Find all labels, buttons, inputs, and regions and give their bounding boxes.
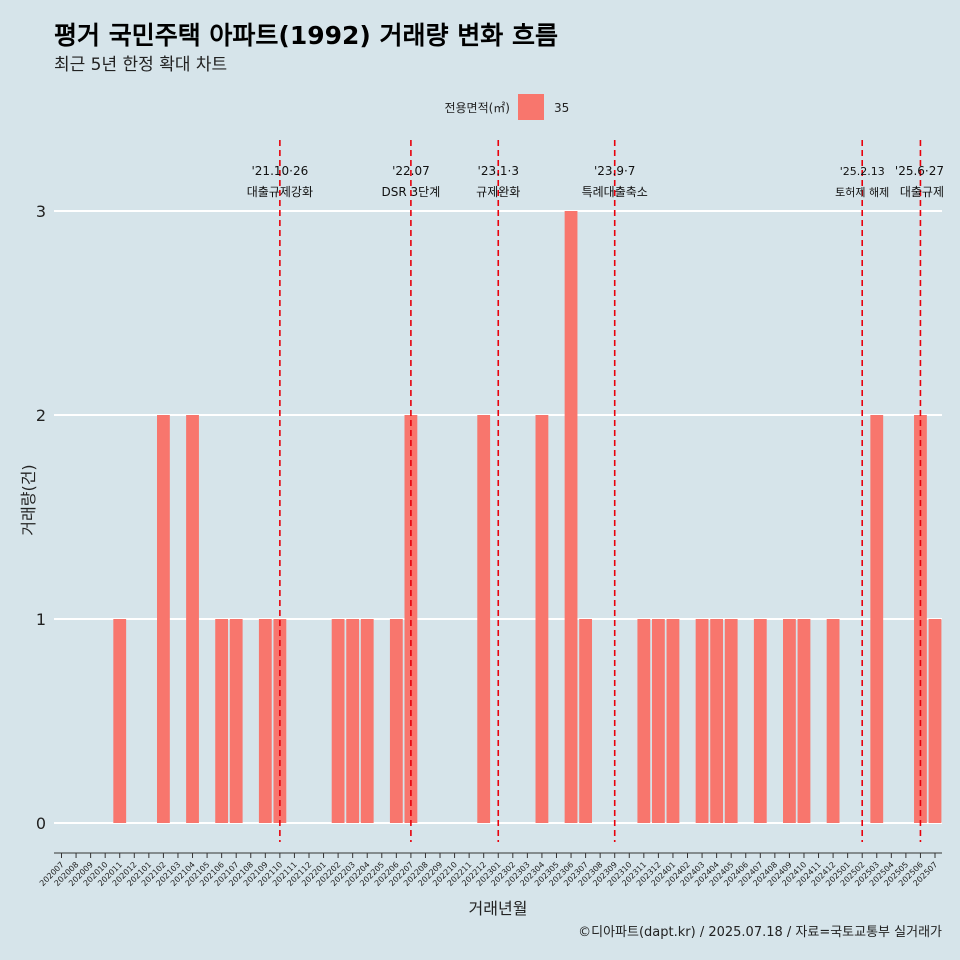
event-date: '25.6·27 (895, 164, 944, 178)
bar (783, 619, 796, 823)
bar (695, 619, 709, 823)
bar (914, 415, 927, 823)
event-date: '22.07 (392, 164, 430, 178)
bar (753, 619, 767, 823)
event-date: '23.1·3 (478, 164, 519, 178)
bar (258, 619, 272, 823)
event-label: 규제완화 (476, 185, 520, 199)
y-axis: 0 1 2 3 (36, 202, 46, 833)
bar (579, 619, 593, 823)
bar (346, 619, 360, 823)
y-tick-label: 1 (36, 610, 46, 629)
event-label: 토허제 해제 (835, 185, 889, 199)
bar (826, 619, 840, 823)
x-axis: 2020072020082020092020102020112020122021… (38, 852, 942, 888)
y-tick-label: 3 (36, 202, 46, 221)
bar (215, 619, 229, 823)
y-tick-label: 0 (36, 814, 46, 833)
annotations: '21.10·26 대출규제강화 '22.07 DSR 3단계 '23.1·3 규제완화 '… (247, 140, 944, 842)
legend: 전용면적(㎡) 35 (444, 94, 569, 120)
bar (186, 415, 199, 823)
y-axis-title: 거래량(건) (19, 464, 38, 535)
bar (870, 415, 884, 823)
event-label: 대출규제 (900, 185, 944, 199)
bar (564, 211, 578, 823)
legend-swatch (518, 94, 544, 120)
bars (113, 211, 942, 823)
bar (331, 619, 345, 823)
bar (389, 619, 403, 823)
bar (637, 619, 651, 823)
bar (666, 619, 680, 823)
event-label: DSR 3단계 (382, 185, 441, 199)
event-date: '23.9·7 (594, 164, 635, 178)
bar (724, 619, 738, 823)
bar (157, 415, 170, 823)
bar (710, 619, 724, 823)
bar (797, 619, 811, 823)
chart-title: 평거 국민주택 아파트(1992) 거래량 변화 흐름 (54, 21, 558, 50)
event-date: '21.10·26 (252, 164, 309, 178)
event-date: '25.2.13 (840, 165, 885, 178)
bar (651, 619, 665, 823)
legend-label: 35 (554, 101, 569, 115)
bar (229, 619, 243, 823)
legend-title: 전용면적(㎡) (444, 101, 510, 115)
y-tick-label: 2 (36, 406, 46, 425)
chart-subtitle: 최근 5년 한정 확대 차트 (54, 55, 227, 75)
caption: ©디아파트(dapt.kr) / 2025.07.18 / 자료=국토교통부 실… (578, 925, 942, 940)
event-label: 대출규제강화 (247, 185, 313, 199)
bar (113, 619, 127, 823)
bar (360, 619, 374, 823)
bar (404, 415, 418, 823)
bar (535, 415, 549, 823)
x-axis-title: 거래년월 (469, 899, 528, 918)
bar (477, 415, 491, 823)
bar (928, 619, 942, 823)
event-label: 특례대출축소 (582, 185, 648, 199)
